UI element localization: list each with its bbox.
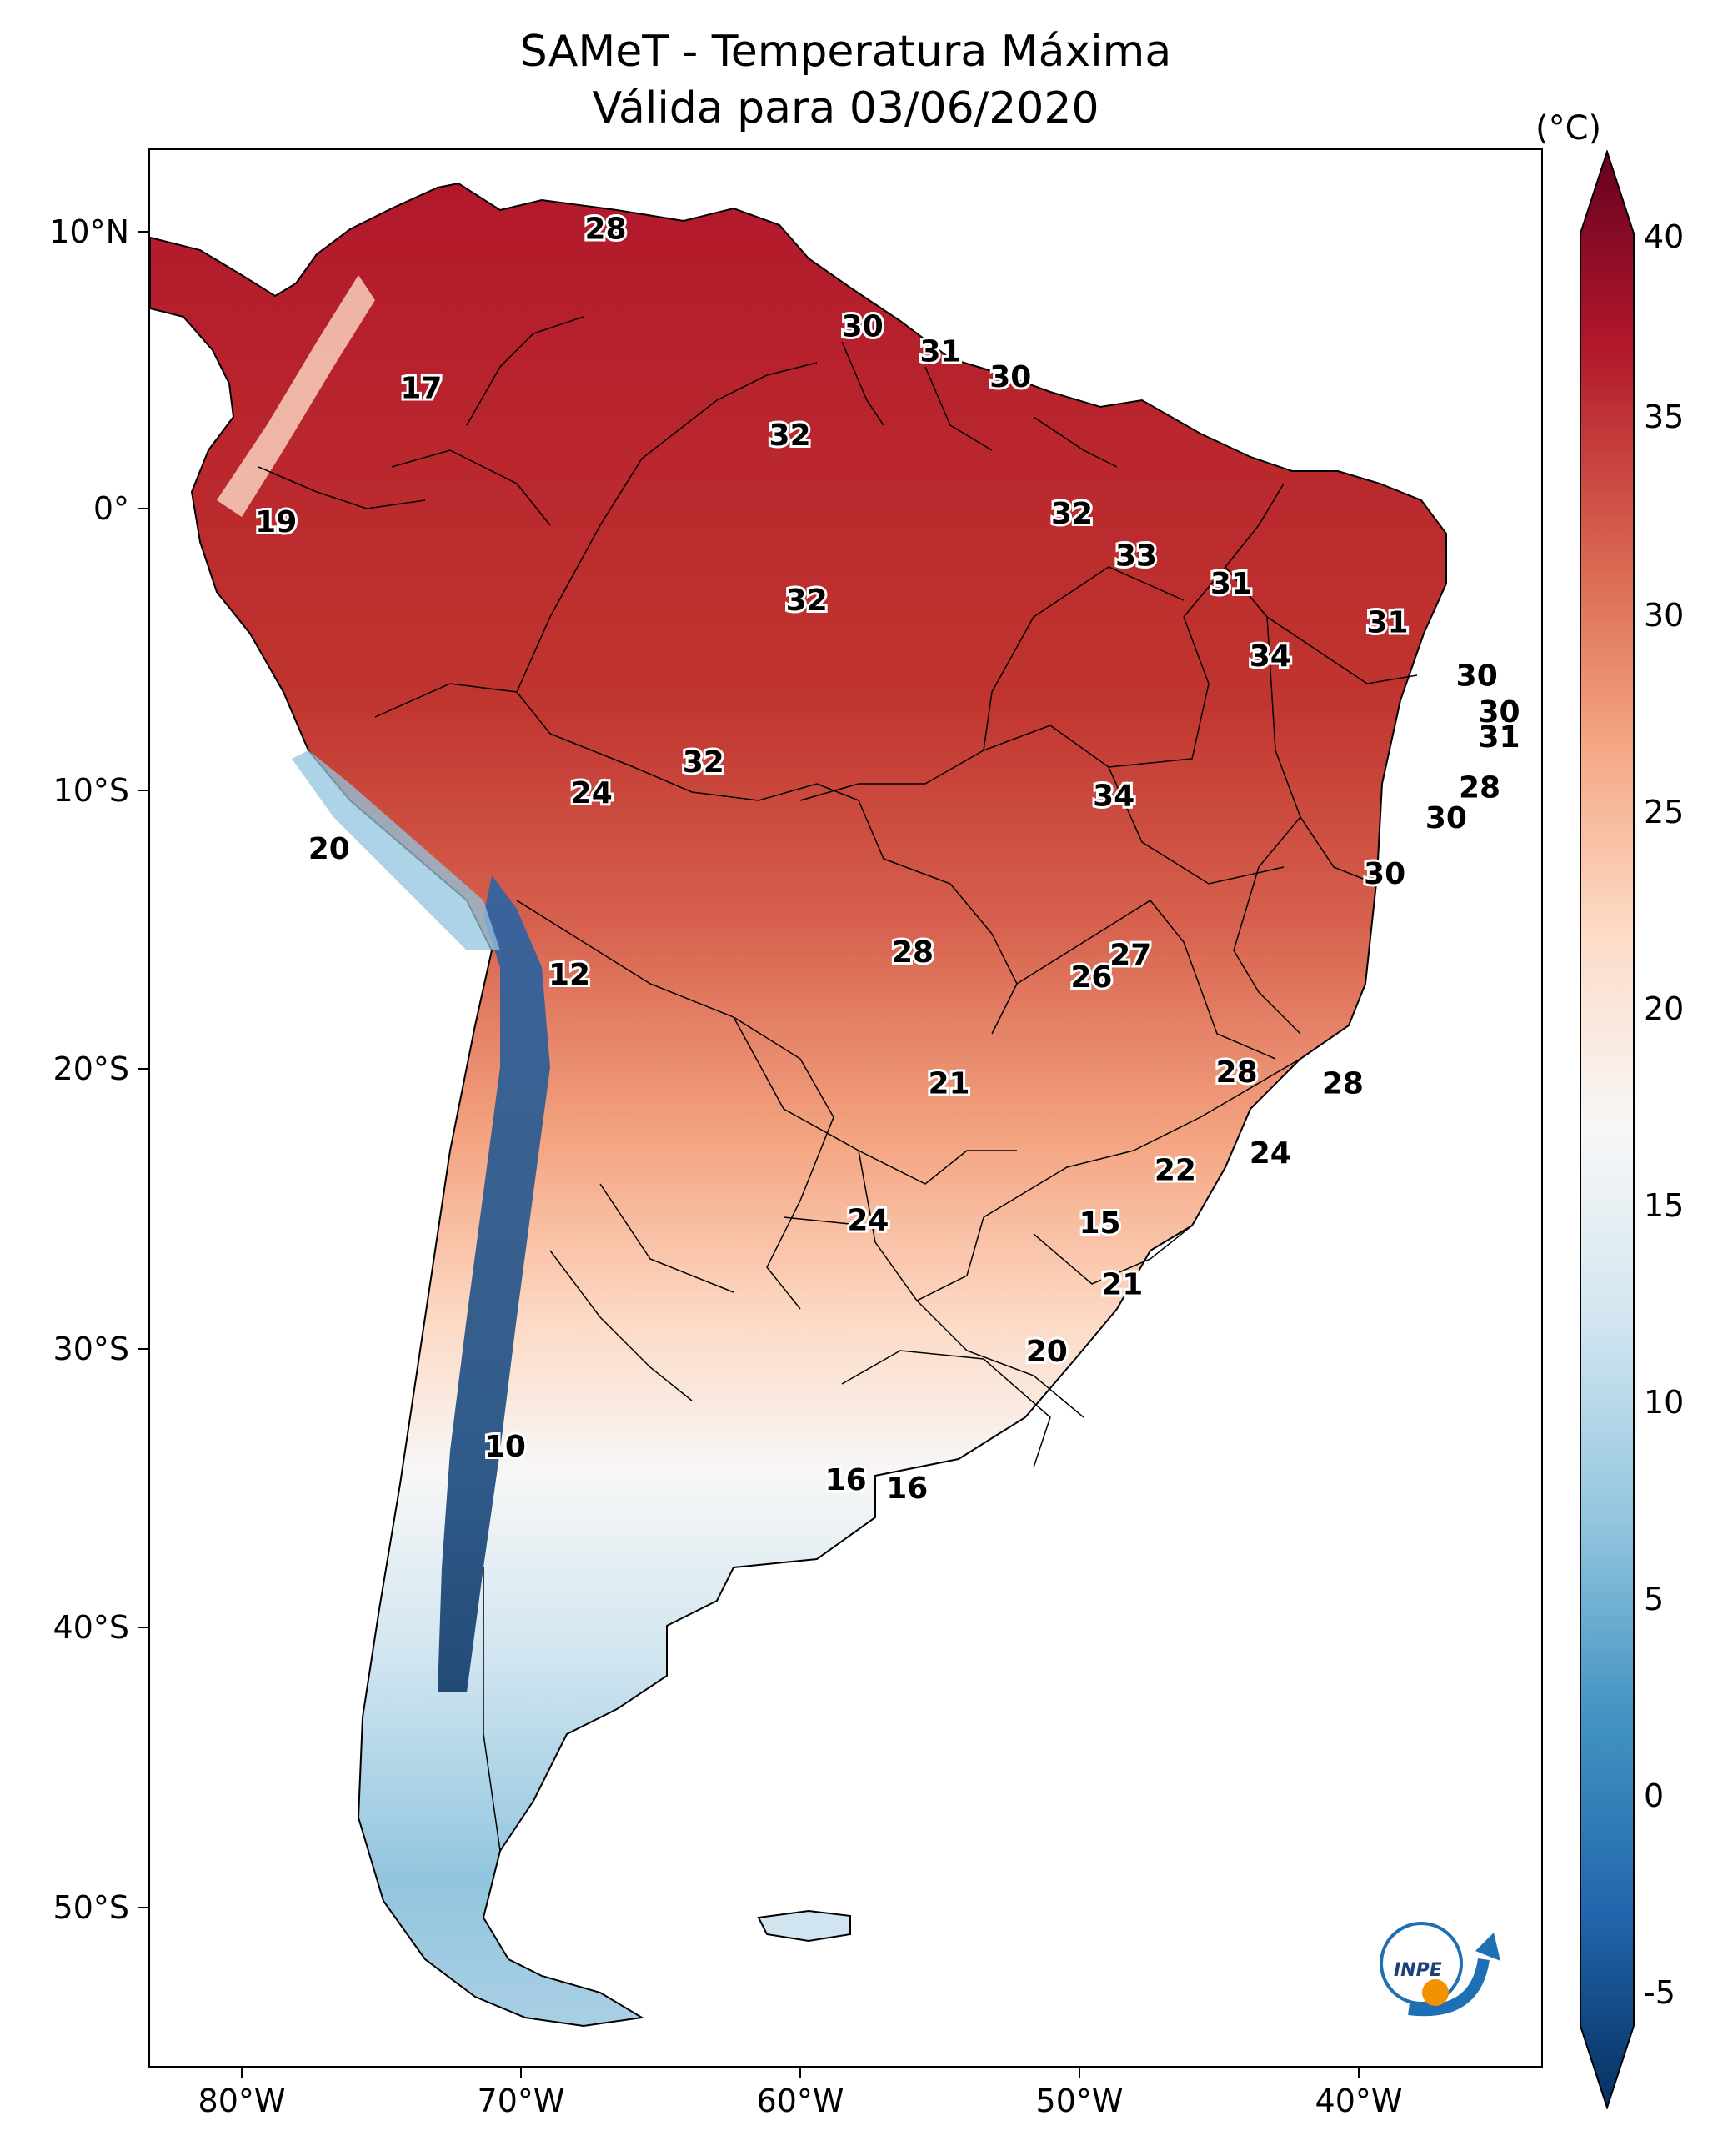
- lat-tick: [138, 1068, 148, 1070]
- station-value-label: 15: [1079, 1206, 1120, 1241]
- inpe-logo: INPE: [1380, 1922, 1500, 2017]
- station-value-label: 28: [584, 212, 626, 246]
- station-value-label: 28: [1322, 1066, 1364, 1101]
- colorbar-label-5: 5: [1644, 1581, 1665, 1617]
- station-value-label: 31: [1478, 720, 1520, 755]
- colorbar-label-20: 20: [1644, 990, 1685, 1027]
- station-value-label: 32: [769, 419, 811, 453]
- andes-north-cold: [292, 750, 500, 950]
- lon-tick: [241, 2068, 243, 2078]
- falkland-islands: [757, 1909, 851, 1943]
- station-value-label: 33: [1115, 539, 1157, 573]
- station-value-label: 30: [1478, 695, 1520, 730]
- lat-tick: [138, 790, 148, 791]
- station-value-label: 21: [1101, 1268, 1143, 1302]
- station-value-label: 20: [308, 832, 350, 866]
- colorbar-label-15: 15: [1644, 1187, 1685, 1224]
- station-value-label: 28: [1216, 1055, 1258, 1090]
- colorbar-body: [1580, 150, 1635, 2109]
- lon-label-60w: 60°W: [756, 2083, 844, 2119]
- station-value-label: 19: [255, 505, 297, 539]
- colombia-highlands: [217, 275, 375, 517]
- lat-label-10s: 10°S: [53, 772, 129, 809]
- colorbar-label-0: 0: [1644, 1777, 1665, 1814]
- station-value-label: 20: [1026, 1335, 1068, 1369]
- colorbar-unit: (°C): [1535, 109, 1602, 148]
- lon-label-80w: 80°W: [198, 2083, 286, 2119]
- station-value-label: 34: [1250, 639, 1291, 674]
- lon-tick: [1079, 2068, 1080, 2078]
- station-value-label: 32: [786, 584, 828, 618]
- station-value-label: 24: [571, 776, 613, 810]
- station-value-label: 16: [886, 1472, 928, 1506]
- lat-tick: [138, 1348, 148, 1350]
- lon-label-40w: 40°W: [1315, 2083, 1403, 2119]
- station-value-label: 28: [892, 935, 934, 970]
- station-value-label: 32: [1051, 497, 1093, 531]
- station-value-label: 32: [683, 745, 724, 780]
- svg-text:INPE: INPE: [1394, 1960, 1442, 1981]
- lat-tick: [138, 508, 148, 509]
- station-value-label: 24: [847, 1204, 889, 1238]
- map-title-line1: SAMeT - Temperatura Máxima: [519, 27, 1172, 77]
- lat-label-30s: 30°S: [53, 1331, 129, 1367]
- lon-tick: [799, 2068, 801, 2078]
- lat-label-0: 0°: [93, 490, 129, 527]
- lon-label-70w: 70°W: [477, 2083, 565, 2119]
- station-value-label: 30: [1364, 857, 1405, 891]
- lat-label-20s: 20°S: [53, 1050, 129, 1087]
- colorbar-label-10: 10: [1644, 1384, 1685, 1421]
- station-value-label: 12: [548, 958, 590, 992]
- lon-label-50w: 50°W: [1035, 2083, 1124, 2119]
- lon-tick: [1358, 2068, 1360, 2078]
- lat-label-50s: 50°S: [53, 1889, 129, 1926]
- station-value-label: 10: [484, 1430, 526, 1464]
- station-value-label: 30: [1456, 659, 1498, 693]
- colorbar-label-minus5: -5: [1644, 1974, 1675, 2011]
- colorbar-label-35: 35: [1644, 399, 1685, 435]
- country-borders: [258, 316, 1418, 1852]
- continent-land: [150, 182, 1447, 2028]
- station-value-label: 30: [842, 310, 884, 344]
- lat-tick: [138, 1627, 148, 1628]
- station-value-label: 31: [919, 335, 961, 369]
- station-value-label: 34: [1093, 779, 1134, 813]
- map-title-line2: Válida para 03/06/2020: [592, 83, 1099, 133]
- station-value-label: 22: [1155, 1153, 1196, 1187]
- colorbar-label-30: 30: [1644, 597, 1685, 634]
- station-value-label: 16: [825, 1463, 867, 1497]
- lat-label-10n: 10°N: [49, 213, 129, 250]
- station-value-label: 27: [1109, 938, 1151, 972]
- station-value-label: 17: [400, 371, 442, 405]
- colorbar: [1580, 150, 1635, 2109]
- station-value-label: 31: [1210, 567, 1252, 601]
- lat-label-40s: 40°S: [53, 1609, 129, 1646]
- lat-tick: [138, 1907, 148, 1908]
- map-panel: 28 17 30 31 30 32 19 32 33 31 32 31 34 30 30 31 32 24 34 28…: [148, 148, 1543, 2068]
- station-value-label: 31: [1366, 606, 1408, 640]
- station-value-label: 21: [928, 1066, 969, 1101]
- colorbar-label-25: 25: [1644, 794, 1685, 830]
- colorbar-label-40: 40: [1644, 218, 1685, 255]
- lat-tick: [138, 231, 148, 233]
- station-value-label: 28: [1459, 770, 1500, 805]
- station-value-label: 26: [1070, 960, 1112, 995]
- andes-cold-band: [438, 875, 550, 1692]
- station-value-label: 24: [1250, 1136, 1291, 1171]
- lon-tick: [520, 2068, 522, 2078]
- station-value-label: 30: [989, 360, 1031, 394]
- station-value-label: 30: [1425, 801, 1467, 835]
